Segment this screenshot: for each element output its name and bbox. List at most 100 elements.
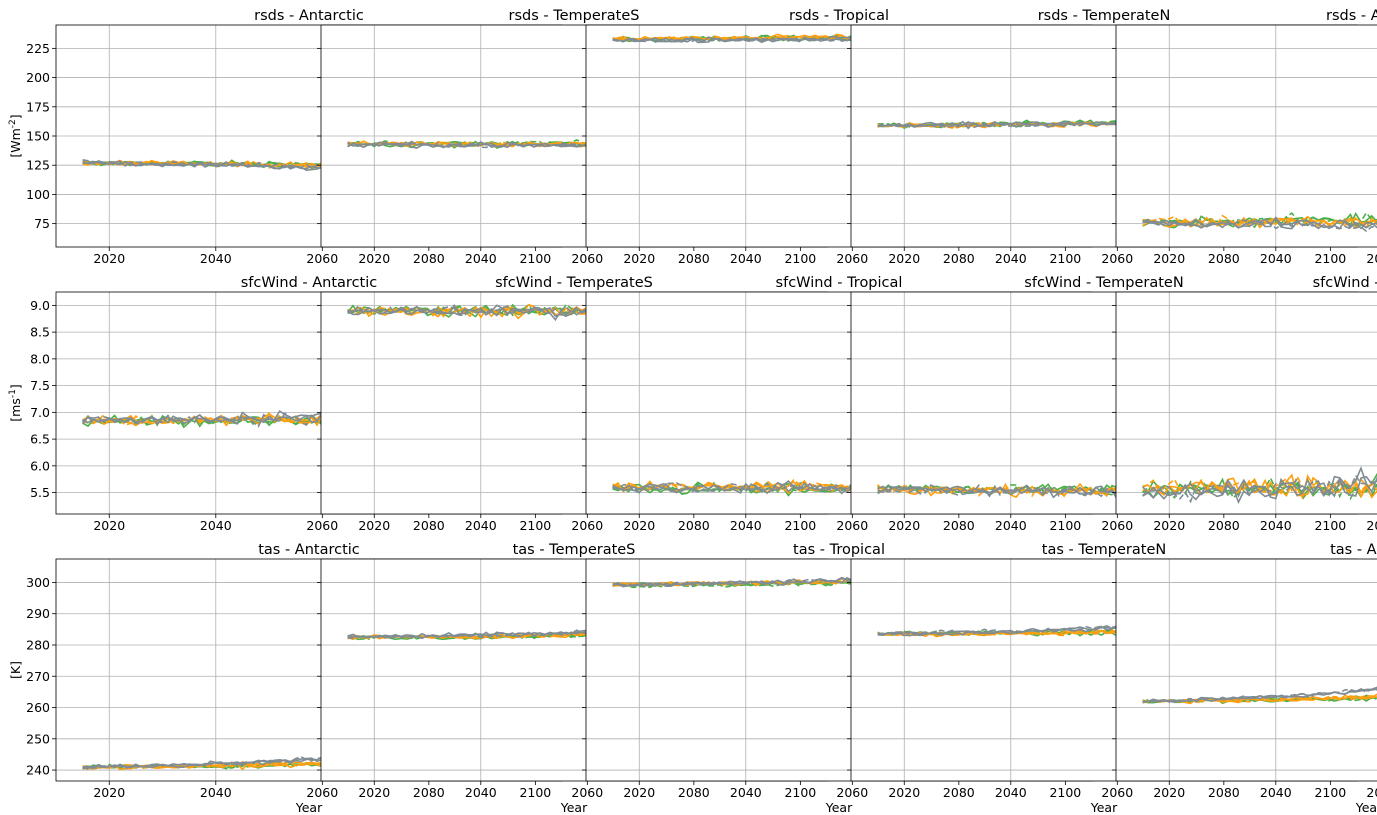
x-tick-label: 2060 (1366, 785, 1377, 800)
x-tick-label: 2060 (571, 785, 603, 800)
x-tick-label: 2020 (93, 518, 125, 533)
series-line-orange (1142, 694, 1377, 704)
y-axis-label: [ms-1] (8, 384, 23, 421)
x-tick-label: 2040 (465, 251, 497, 266)
x-tick-label: 2100 (519, 251, 551, 266)
x-tick-label: 2020 (1153, 785, 1185, 800)
x-tick-label: 2020 (1153, 518, 1185, 533)
x-tick-label: 2020 (623, 518, 655, 533)
x-tick-label: 2060 (1366, 518, 1377, 533)
subplot-title: tas - Tropical (793, 542, 885, 558)
y-tick-label: 75 (34, 216, 50, 231)
x-axis-label: Year (1355, 800, 1377, 815)
series-line-gray (347, 140, 801, 151)
x-tick-label: 2040 (200, 518, 232, 533)
x-tick-label: 2020 (623, 785, 655, 800)
series-line-gray (1142, 688, 1377, 704)
subplot-title: rsds - Tropical (789, 8, 889, 24)
x-tick-label: 2020 (623, 251, 655, 266)
x-tick-label: 2040 (730, 518, 762, 533)
subplot-tas-arctic: 2020 2040 2060 2080 2100 tas - Arctic Year (1112, 542, 1377, 815)
x-tick-label: 2100 (1049, 251, 1081, 266)
x-tick-label: 2020 (888, 518, 920, 533)
x-tick-label: 2060 (1101, 785, 1133, 800)
y-tick-label: 7.0 (30, 405, 50, 420)
y-tick-label: 175 (26, 99, 50, 114)
x-tick-label: 2020 (93, 785, 125, 800)
x-tick-label: 2060 (571, 251, 603, 266)
x-tick-label: 2020 (358, 251, 390, 266)
x-tick-label: 2020 (888, 785, 920, 800)
subplot-title: tas - Arctic (1330, 542, 1377, 558)
y-tick-label: 290 (26, 606, 50, 621)
series-line-gray (1141, 465, 1377, 505)
x-tick-label: 2100 (519, 518, 551, 533)
x-tick-label: 2100 (1314, 518, 1346, 533)
x-tick-label: 2080 (678, 785, 710, 800)
x-tick-label: 2080 (1208, 251, 1240, 266)
x-tick-label: 2040 (995, 518, 1027, 533)
series-line-orange (1142, 474, 1377, 500)
x-tick-label: 2020 (888, 251, 920, 266)
subplot-title: rsds - TemperateN (1038, 8, 1171, 24)
x-tick-label: 2040 (200, 251, 232, 266)
series-line-gray (347, 302, 801, 322)
series-line-gray (877, 115, 1331, 129)
x-tick-label: 2040 (730, 785, 762, 800)
y-axis-label: [Wm-2] (8, 114, 23, 157)
x-tick-label: 2100 (1049, 785, 1081, 800)
x-tick-label: 2100 (784, 785, 816, 800)
x-tick-label: 2040 (200, 785, 232, 800)
x-tick-label: 2080 (1208, 785, 1240, 800)
series-line-gray (1142, 215, 1377, 230)
x-tick-label: 2020 (1153, 251, 1185, 266)
x-tick-label: 2040 (465, 518, 497, 533)
y-tick-label: 100 (26, 187, 50, 202)
subplot-title: sfcWind - Antarctic (241, 275, 378, 291)
x-tick-label: 2060 (1366, 251, 1377, 266)
x-tick-label: 2100 (784, 251, 816, 266)
x-tick-label: 2060 (306, 785, 338, 800)
subplot-title: sfcWind - TemperateS (495, 275, 653, 291)
y-tick-label: 125 (26, 158, 50, 173)
x-tick-label: 2060 (1101, 251, 1133, 266)
series-line-orange (1142, 693, 1377, 705)
x-tick-label: 2100 (1314, 785, 1346, 800)
x-tick-label: 2040 (1260, 251, 1292, 266)
x-tick-label: 2040 (465, 785, 497, 800)
x-axis-label: Year (825, 800, 853, 815)
x-tick-label: 2060 (306, 251, 338, 266)
y-tick-label: 9.0 (30, 298, 50, 313)
plot-area (1116, 559, 1377, 781)
x-tick-label: 2100 (1049, 518, 1081, 533)
subplot-title: tas - TemperateS (513, 542, 636, 558)
y-tick-label: 240 (26, 763, 50, 778)
axes-frame (1115, 558, 1377, 782)
x-tick-label: 2020 (358, 785, 390, 800)
x-tick-label: 2020 (93, 251, 125, 266)
y-tick-label: 270 (26, 669, 50, 684)
series-line-green (1142, 213, 1377, 229)
x-tick-label: 2080 (413, 785, 445, 800)
x-tick-label: 2040 (995, 251, 1027, 266)
y-tick-label: 200 (26, 70, 50, 85)
x-tick-label: 2100 (1314, 251, 1346, 266)
x-tick-label: 2060 (836, 251, 868, 266)
y-tick-label: 6.0 (30, 458, 50, 473)
x-tick-label: 2040 (730, 251, 762, 266)
x-tick-label: 2100 (519, 785, 551, 800)
subplot-title: rsds - Antarctic (254, 8, 364, 24)
x-axis-label: Year (560, 800, 588, 815)
x-tick-label: 2060 (836, 518, 868, 533)
x-tick-label: 2060 (1101, 518, 1133, 533)
y-tick-label: 225 (26, 41, 50, 56)
x-axis-label: Year (1090, 800, 1118, 815)
x-tick-label: 2020 (358, 518, 390, 533)
y-tick-label: 300 (26, 575, 50, 590)
y-tick-label: 150 (26, 129, 50, 144)
x-tick-label: 2080 (413, 518, 445, 533)
series-line-gray (1142, 475, 1377, 501)
subplot-sfcwind-arctic: 2020 2040 2060 2080 2100 sfcWind - Arctic (1112, 275, 1377, 533)
subplot-title: tas - Antarctic (258, 542, 360, 558)
